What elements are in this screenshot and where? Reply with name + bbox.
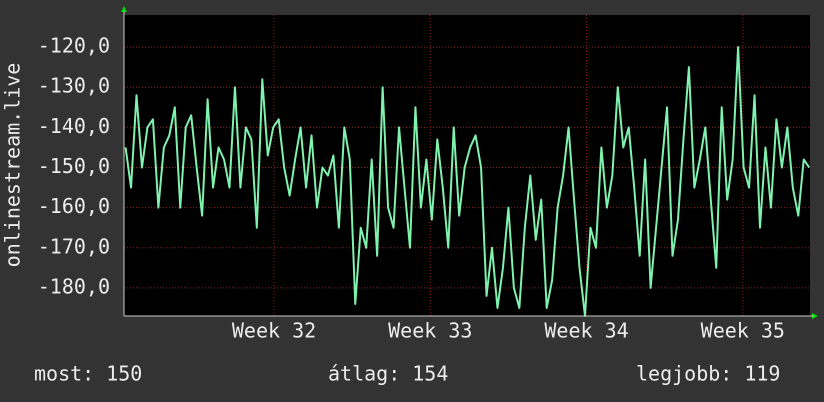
- footer-value: 154: [412, 362, 448, 386]
- y-tick-label: -140,0: [38, 114, 110, 138]
- x-tick-label: Week 32: [232, 319, 316, 343]
- axis-arrow: [121, 6, 127, 12]
- y-tick-label: -130,0: [38, 74, 110, 98]
- footer-label: most:: [34, 362, 94, 386]
- footer-value: 119: [744, 362, 780, 386]
- x-tick-label: Week 34: [544, 319, 628, 343]
- footer-label: legjobb:: [636, 362, 732, 386]
- x-tick-label: Week 35: [701, 319, 785, 343]
- y-tick-label: -120,0: [38, 34, 110, 58]
- y-tick-label: -170,0: [38, 234, 110, 258]
- y-tick-label: -160,0: [38, 194, 110, 218]
- data-line: [124, 46, 811, 317]
- footer-label: átlag:: [328, 362, 400, 386]
- y-axis-label: onlinestream.live: [1, 63, 25, 268]
- axis-arrow: [812, 313, 818, 319]
- plot-area: [124, 15, 810, 316]
- y-tick-label: -180,0: [38, 274, 110, 298]
- footer-value: 150: [106, 362, 142, 386]
- x-tick-label: Week 33: [388, 319, 472, 343]
- y-tick-label: -150,0: [38, 154, 110, 178]
